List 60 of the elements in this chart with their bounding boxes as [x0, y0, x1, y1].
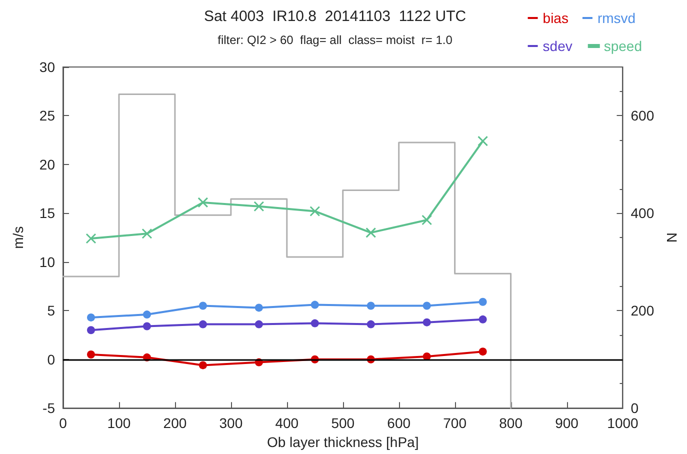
point: [366, 227, 376, 238]
y-tick-label: 15: [39, 205, 56, 222]
point: [86, 313, 95, 322]
point: [198, 197, 208, 208]
chart-subtitle: filter: QI2 > 60 flag= all class= moist r= 1.0: [218, 33, 453, 47]
point: [366, 302, 375, 310]
point: [86, 350, 95, 358]
point: [86, 233, 96, 244]
y-tick-label: 10: [39, 254, 56, 270]
x-tick-label: 0: [59, 415, 68, 432]
x-tick-label: 200: [163, 415, 187, 432]
x-tick-label: 600: [387, 415, 411, 432]
x-tick-label: 800: [499, 415, 523, 432]
y2-tick-label: 600: [630, 108, 654, 124]
point: [310, 206, 320, 216]
y-axis-title: m/s: [10, 226, 26, 249]
y2-tick-label: 400: [630, 205, 654, 222]
point: [478, 298, 487, 306]
y-tick-label: 30: [39, 59, 56, 75]
point: [310, 319, 319, 328]
legend-label: sdev: [542, 38, 572, 54]
y-tick-label: 5: [47, 302, 56, 319]
point: [310, 300, 319, 309]
x-tick-label: 500: [331, 415, 355, 432]
point: [142, 228, 152, 239]
point: [198, 320, 207, 328]
point: [478, 348, 487, 356]
point: [422, 214, 432, 226]
point: [86, 326, 95, 334]
point: [254, 320, 263, 328]
point: [366, 320, 375, 328]
point: [422, 352, 431, 360]
y2-axis-title: N: [664, 232, 680, 243]
legend-label: bias: [542, 10, 568, 26]
y-tick-label: 25: [39, 108, 56, 124]
point: [198, 302, 207, 310]
point: [422, 318, 431, 326]
point: [254, 304, 263, 312]
y-tick-label: -5: [42, 400, 56, 416]
legend-label: speed: [604, 38, 642, 54]
point: [142, 310, 151, 319]
x-tick-label: 400: [275, 415, 299, 432]
x-axis-title: Ob layer thickness [hPa]: [266, 434, 419, 450]
y2-tick-label: 0: [630, 400, 639, 416]
point: [254, 201, 264, 212]
point: [142, 322, 151, 330]
point: [198, 361, 207, 370]
x-tick-label: 900: [555, 415, 579, 432]
point: [478, 136, 488, 146]
point: [422, 302, 431, 310]
x-tick-label: 100: [107, 415, 131, 432]
y-tick-label: 0: [47, 351, 56, 368]
y-tick-label: 20: [39, 156, 56, 172]
chart-title: Sat 4003 IR10.8 20141103 1122 UTC: [204, 8, 466, 25]
y2-tick-label: 200: [630, 302, 654, 319]
x-tick-label: 300: [219, 415, 243, 432]
point: [478, 315, 487, 324]
legend-label: rmsvd: [597, 10, 636, 26]
x-tick-label: 1000: [607, 415, 639, 432]
x-tick-label: 700: [443, 415, 467, 432]
